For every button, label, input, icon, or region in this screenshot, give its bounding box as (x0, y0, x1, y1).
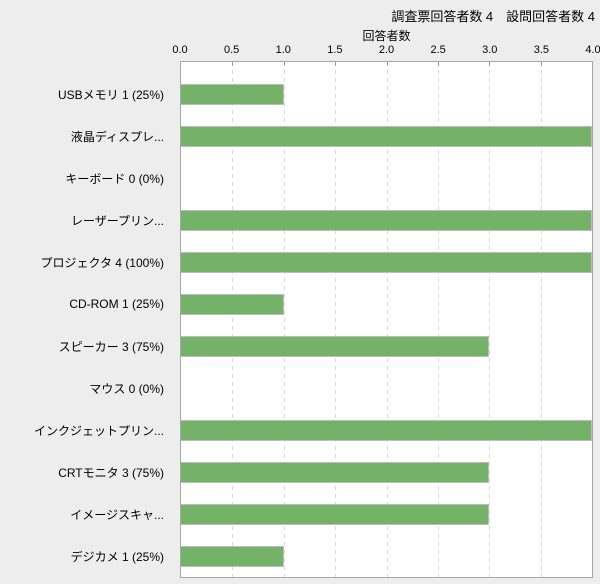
bar-row (181, 409, 592, 451)
bar-row (181, 241, 592, 283)
bar (181, 545, 284, 567)
bar (181, 209, 592, 231)
category-label: デジカメ 1 (25%) (70, 549, 164, 564)
category-label: キーボード 0 (0%) (65, 171, 164, 186)
bar-row (181, 493, 592, 535)
bar (181, 83, 284, 105)
bar (181, 251, 592, 273)
tick-mark (335, 62, 337, 66)
tick-label: 1.5 (327, 44, 343, 56)
category-label: イメージスキャ... (70, 507, 164, 522)
tick-label: 2.5 (430, 44, 446, 56)
x-axis-title: 回答者数 (362, 29, 411, 43)
chart-title: 調査票回答者数 4 設問回答者数 4 (391, 9, 595, 24)
tick-label: 0.0 (172, 44, 188, 56)
tick-label: 3.0 (482, 44, 498, 56)
gridline (232, 62, 234, 577)
bar-row (181, 199, 592, 241)
bar-rows (181, 73, 592, 577)
gridline (335, 62, 337, 577)
gridline (489, 62, 491, 577)
gridline (540, 62, 542, 577)
category-label: CRTモニタ 3 (75%) (58, 465, 164, 480)
tick-label: 1.0 (275, 44, 291, 56)
category-label: マウス 0 (0%) (89, 381, 164, 396)
tick-mark (540, 62, 542, 66)
bar (181, 293, 284, 315)
x-axis-ticks: 0.0 0.5 1.0 1.5 2.0 2.5 3.0 3.5 4.0 (172, 44, 600, 58)
tick-mark (283, 62, 285, 66)
bar-row (181, 451, 592, 493)
category-label: USBメモリ 1 (25%) (57, 87, 164, 102)
bar (181, 335, 490, 357)
tick-label: 3.5 (533, 44, 550, 56)
gridline (386, 62, 388, 577)
gridline (283, 62, 285, 577)
tick-label: 2.0 (378, 44, 395, 56)
bar (181, 503, 490, 525)
category-label: 液晶ディスプレ... (70, 129, 164, 144)
category-labels: USBメモリ 1 (25%) 液晶ディスプレ... キーボード 0 (0%) レーザー… (0, 73, 172, 577)
bar-row (181, 535, 592, 577)
tick-mark (489, 62, 491, 66)
bar-row (181, 157, 592, 199)
bar (181, 125, 592, 147)
tick-label: 4.0 (585, 44, 600, 56)
plot-area (180, 61, 593, 578)
category-label: レーザープリン... (70, 213, 164, 228)
tick-mark (386, 62, 388, 66)
bar-row (181, 325, 592, 367)
bar-row (181, 73, 592, 115)
bar-row (181, 367, 592, 409)
category-label: CD-ROM 1 (25%) (69, 297, 164, 311)
gridline (437, 62, 439, 577)
category-label: プロジェクタ 4 (100%) (40, 255, 164, 270)
tick-mark (232, 62, 234, 66)
category-label: スピーカー 3 (75%) (58, 339, 164, 354)
tick-label: 0.5 (223, 44, 240, 56)
tick-mark (437, 62, 439, 66)
bar (181, 461, 490, 483)
bar-row (181, 283, 592, 325)
bar (181, 419, 592, 441)
category-label: インクジェットプリン... (33, 423, 164, 438)
bar-row (181, 115, 592, 157)
